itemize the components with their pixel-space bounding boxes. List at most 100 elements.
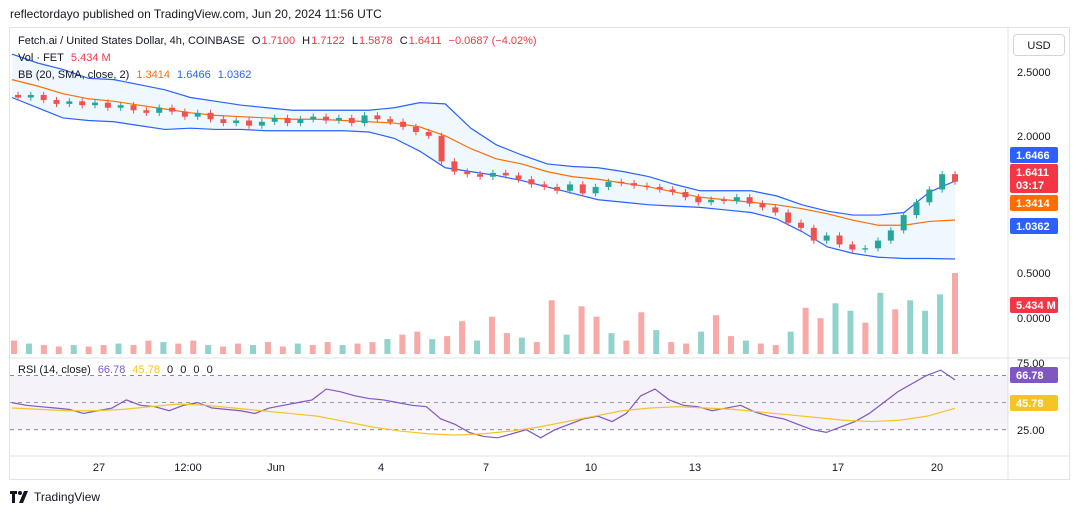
candle-body [720, 199, 727, 201]
rsi-badge-text: 66.78 [1016, 370, 1044, 382]
volume-bar [294, 343, 301, 354]
candle-body [310, 116, 317, 120]
rsi-line [11, 369, 956, 439]
time-tick-label: 4 [378, 462, 384, 474]
candle-body [284, 117, 291, 124]
candle-body [605, 181, 612, 187]
low-label: L [351, 35, 358, 47]
candle-body [618, 181, 625, 184]
candle-body [464, 171, 471, 175]
volume-bar [459, 321, 466, 354]
volume-bar [25, 343, 32, 354]
high-label: H [302, 35, 311, 47]
candle-body [708, 199, 715, 203]
bb-lower-badge [1010, 218, 1058, 234]
candle-body [40, 94, 47, 101]
volume-bar [309, 345, 316, 354]
volume-bar [220, 346, 227, 354]
candle-body [297, 119, 304, 124]
volume-bar [742, 340, 749, 354]
time-tick-label: 13 [689, 462, 701, 474]
time-tick-label: 17 [832, 462, 844, 474]
candle-body [515, 175, 522, 180]
volume-bar [205, 345, 212, 354]
volume-bar [772, 345, 779, 354]
candle-body [181, 111, 188, 117]
time-tick-label: Jun [267, 462, 285, 474]
volume-bar [937, 294, 944, 354]
price-tick-label: 2.5000 [1017, 67, 1051, 79]
footer-brand-label: TradingView [34, 490, 101, 504]
candle-body [335, 117, 342, 121]
volume-bar [414, 331, 421, 354]
candle-body [656, 186, 663, 190]
volume-bar [55, 346, 62, 354]
legend-symbol-row: Fetch.ai / United States Dollar, 4h, COI… [18, 35, 541, 47]
volume-bar [578, 306, 585, 354]
volume-bar [638, 312, 645, 354]
volume-value: 5.434 M [70, 52, 111, 64]
candle-body [246, 120, 253, 126]
rsi-ma-line [11, 403, 956, 436]
volume-bar [877, 292, 884, 354]
time-tick-label: 20 [931, 462, 943, 474]
candle-body [643, 185, 650, 187]
tradingview-logo-icon [10, 491, 30, 503]
currency-button[interactable]: USD [1013, 34, 1065, 56]
volume-bar [444, 336, 451, 354]
candle-body [323, 116, 330, 121]
candle-body [220, 119, 227, 124]
rsi-ma-badge-text: 45.78 [1016, 398, 1044, 410]
volume-bar [757, 343, 764, 354]
candle-body [887, 230, 894, 241]
rsi-label[interactable]: RSI (14, close) [18, 364, 91, 376]
candle-body [913, 202, 920, 216]
time-tick-label: 12:00 [174, 462, 202, 474]
candle-body [554, 186, 561, 191]
bb-lower-value: 1.0362 [217, 69, 252, 81]
volume-bar [85, 346, 92, 354]
bb-label[interactable]: BB (20, SMA, close, 2) [18, 69, 130, 81]
bb-basis-value: 1.3414 [136, 69, 170, 81]
candle-body [15, 94, 21, 98]
volume-bar [235, 343, 242, 354]
volume-label[interactable]: Vol · FET [18, 52, 64, 64]
candle-body [528, 179, 535, 185]
rsi-value: 66.78 [97, 364, 126, 376]
footer-brand[interactable]: TradingView [10, 490, 100, 504]
candle-body [566, 184, 573, 191]
candle-body [746, 197, 753, 204]
volume-bar [175, 343, 182, 354]
rsi-badge [1010, 367, 1058, 383]
candle-body [143, 110, 150, 113]
chart-frame[interactable] [9, 27, 1070, 480]
candle-body [823, 235, 830, 241]
volume-bar [503, 333, 510, 354]
volume-bar [563, 334, 570, 354]
volume-bar [847, 310, 854, 354]
candle-body [489, 172, 496, 177]
legend-symbol[interactable]: Fetch.ai / United States Dollar, 4h, COI… [18, 35, 245, 47]
candle-body [271, 117, 278, 122]
candle-body [130, 105, 137, 111]
volume-bar [488, 316, 495, 354]
candle-body [592, 186, 599, 194]
candle-body [117, 105, 124, 108]
close-value: 1.6411 [408, 35, 442, 47]
volume-bar [922, 310, 929, 354]
candle-body [27, 94, 34, 98]
candle-body [810, 227, 817, 241]
candle-body [258, 121, 265, 126]
volume-bar [249, 345, 256, 354]
candle-body [104, 102, 111, 108]
candle-body [682, 192, 689, 198]
publisher-line: reflectordayo published on TradingView.c… [10, 7, 382, 21]
volume-bar [593, 316, 600, 354]
candle-body [53, 100, 60, 104]
volume-bar [817, 318, 824, 354]
time-tick-label: 7 [483, 462, 489, 474]
volume-bar [727, 336, 734, 354]
volume-bar [145, 340, 152, 354]
volume-bar [11, 340, 17, 354]
